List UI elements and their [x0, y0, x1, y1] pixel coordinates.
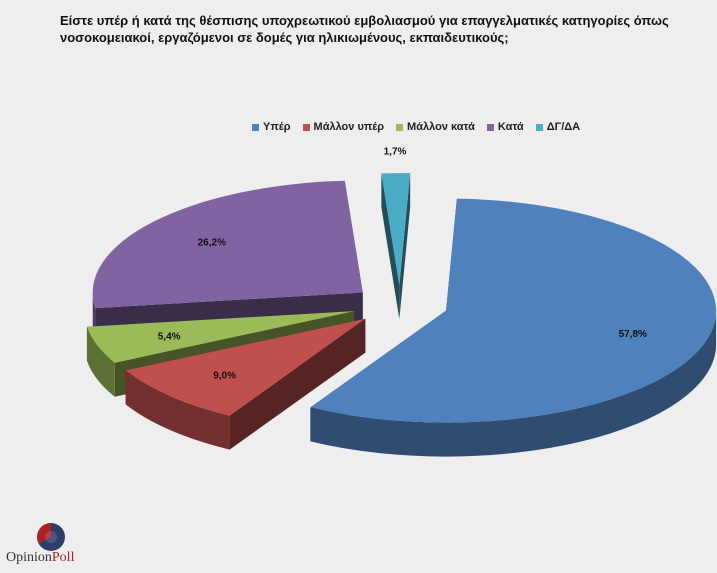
legend-item-dgda: ΔΓ/ΔΑ	[535, 121, 581, 133]
data-label: 5,4%	[158, 332, 181, 343]
pie-slice-side	[310, 310, 717, 457]
logo-text: OpinionPoll	[6, 550, 74, 566]
legend-swatch	[396, 123, 404, 131]
legend-item-yper: Υπέρ	[252, 121, 291, 133]
legend-item-kata: Κατά	[486, 121, 524, 133]
pie-slice-wall	[381, 173, 400, 320]
legend-item-mallon-kata: Μάλλον κατά	[396, 121, 475, 133]
data-label: 9,0%	[213, 370, 236, 381]
pie-slice-0	[310, 198, 717, 423]
pie-slice-1	[125, 318, 366, 416]
legend-swatch	[486, 123, 494, 131]
legend-item-mallon-yper: Μάλλον υπέρ	[302, 121, 385, 133]
legend-label: Μάλλον κατά	[407, 121, 475, 133]
legend-label: ΔΓ/ΔΑ	[546, 121, 581, 133]
data-label: 26,2%	[198, 238, 226, 249]
legend-swatch	[535, 123, 543, 131]
legend-label: Κατά	[497, 121, 524, 133]
pie-slice-2	[86, 311, 355, 363]
opinionpoll-logo: OpinionPoll	[6, 520, 106, 570]
legend-swatch	[302, 123, 310, 131]
pie-slice-side	[125, 370, 230, 450]
chart-legend: Υπέρ Μάλλον υπέρ Μάλλον κατά Κατά ΔΓ/ΔΑ	[252, 121, 580, 133]
legend-swatch	[252, 123, 259, 131]
pie-slice-4	[381, 173, 411, 286]
logo-text-poll: Poll	[51, 550, 75, 565]
data-label: 1,7%	[384, 147, 407, 158]
data-label: 57,8%	[619, 329, 647, 340]
logo-text-opinion: Opinion	[6, 550, 52, 565]
pie-slice-side	[86, 326, 115, 397]
pie-slice-wall	[399, 173, 411, 320]
logo-mark-icon	[37, 523, 65, 551]
legend-label: Μάλλον υπέρ	[313, 121, 385, 133]
legend-label: Υπέρ	[263, 121, 291, 133]
pie-slice-3	[92, 180, 363, 309]
chart-title: Είστε υπέρ ή κατά της θέσπισης υποχρεωτι…	[60, 13, 669, 45]
